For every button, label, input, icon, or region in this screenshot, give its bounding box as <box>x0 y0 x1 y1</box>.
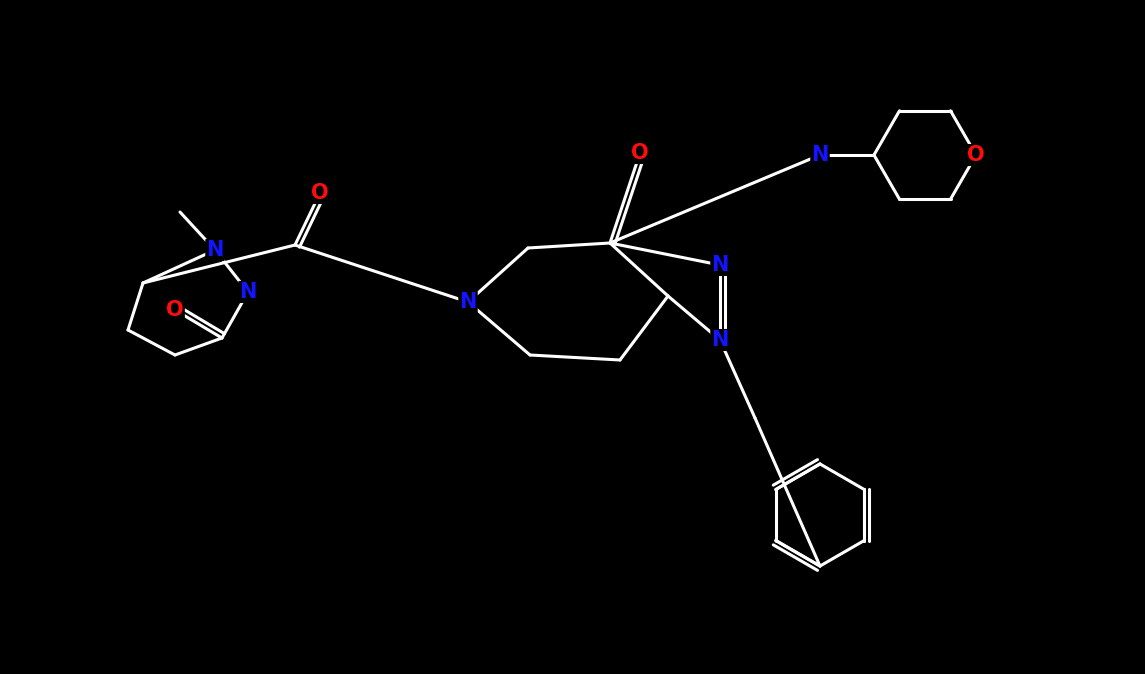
Text: N: N <box>812 145 829 165</box>
Text: N: N <box>459 292 476 312</box>
Text: N: N <box>711 330 728 350</box>
Text: O: O <box>968 145 985 165</box>
Text: N: N <box>239 282 256 302</box>
Text: N: N <box>206 240 223 260</box>
Text: O: O <box>166 300 184 320</box>
Text: O: O <box>631 143 649 163</box>
Text: O: O <box>311 183 329 203</box>
Text: N: N <box>711 255 728 275</box>
